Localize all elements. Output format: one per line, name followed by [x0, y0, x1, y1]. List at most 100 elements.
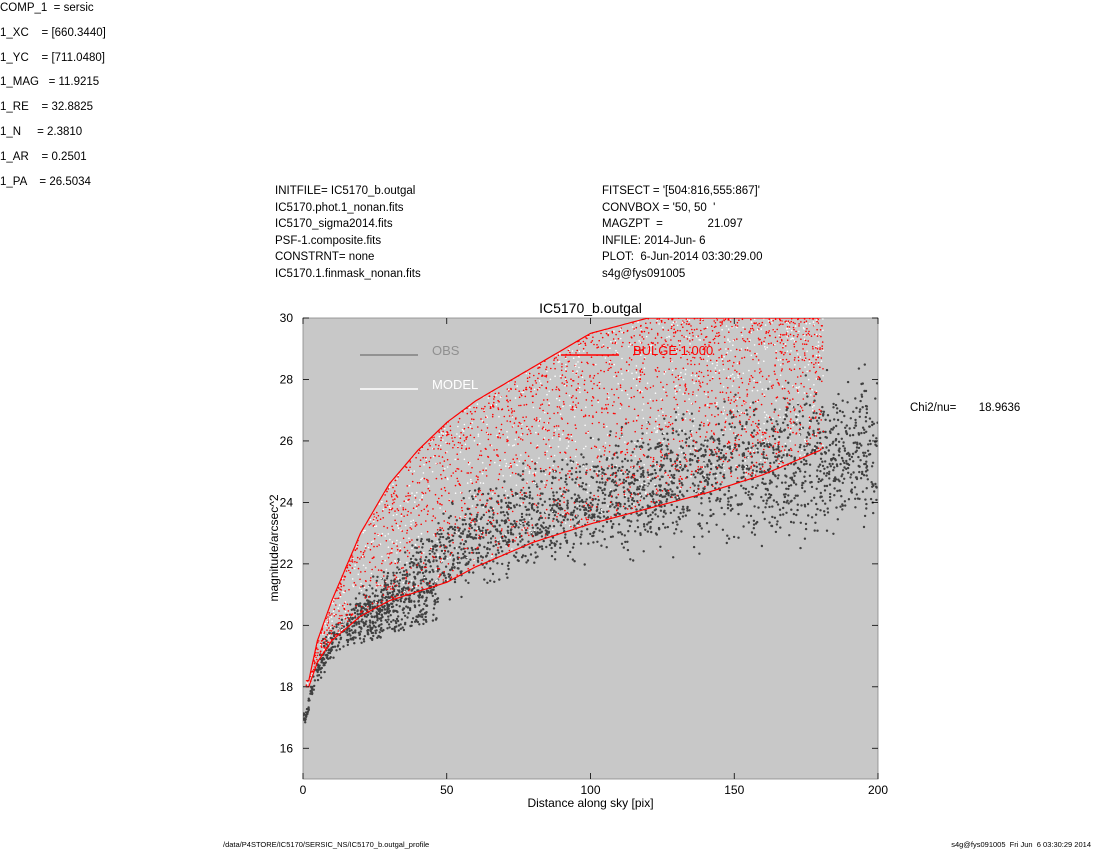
- obs-point: [369, 621, 372, 624]
- obs-point: [459, 542, 462, 545]
- obs-point: [808, 404, 812, 407]
- bulge-point: [535, 447, 538, 449]
- bulge-point: [647, 347, 649, 350]
- bulge-point: [438, 455, 440, 458]
- obs-point: [852, 471, 855, 474]
- obs-point: [853, 486, 857, 489]
- header-left-line-0: INITFILE= IC5170_b.outgal: [275, 185, 416, 197]
- obs-point: [403, 600, 406, 604]
- bulge-point: [620, 404, 623, 406]
- bulge-point: [608, 367, 610, 370]
- obs-point: [384, 595, 388, 599]
- bulge-point: [389, 585, 391, 588]
- bulge-point: [345, 614, 348, 616]
- obs-point: [585, 483, 588, 486]
- obs-point: [859, 399, 862, 403]
- obs-point: [325, 639, 328, 642]
- bulge-point: [333, 615, 336, 617]
- bulge-point: [370, 572, 373, 575]
- obs-point: [854, 497, 857, 500]
- obs-point: [400, 618, 404, 621]
- obs-point: [756, 484, 759, 487]
- bulge-point: [649, 386, 652, 389]
- obs-point: [826, 466, 829, 469]
- bulge-point: [525, 386, 527, 389]
- obs-point: [811, 448, 814, 451]
- bulge-point: [319, 643, 322, 646]
- obs-point: [475, 515, 479, 518]
- obs-point: [503, 519, 506, 523]
- obs-point: [511, 494, 515, 498]
- obs-point: [442, 512, 445, 515]
- obs-point: [542, 526, 545, 530]
- obs-point: [642, 441, 645, 444]
- obs-point: [647, 515, 650, 518]
- bulge-point: [538, 457, 540, 459]
- bulge-point: [617, 504, 619, 507]
- obs-point: [466, 507, 470, 511]
- bulge-point: [816, 378, 819, 380]
- bulge-point: [815, 333, 818, 336]
- bulge-point: [671, 323, 673, 326]
- obs-point: [555, 491, 558, 494]
- bulge-point: [320, 643, 323, 645]
- obs-point: [550, 507, 554, 510]
- obs-point: [444, 555, 447, 558]
- bulge-point: [479, 442, 481, 445]
- obs-point: [757, 506, 760, 509]
- obs-point: [479, 529, 482, 533]
- bulge-point: [638, 458, 641, 460]
- obs-point: [372, 624, 376, 627]
- obs-point: [843, 461, 846, 465]
- obs-point: [727, 497, 730, 500]
- obs-point: [819, 431, 822, 434]
- obs-point: [712, 512, 715, 516]
- bulge-point: [595, 411, 598, 414]
- bulge-point: [671, 325, 673, 328]
- bulge-point: [671, 344, 673, 347]
- obs-point: [603, 487, 606, 491]
- bulge-point: [778, 427, 781, 429]
- bulge-point: [743, 356, 746, 359]
- bulge-point: [624, 453, 627, 456]
- bulge-point: [384, 504, 386, 506]
- bulge-point: [641, 348, 644, 351]
- bulge-point: [427, 448, 429, 451]
- bulge-point: [724, 318, 727, 321]
- obs-point: [447, 527, 450, 531]
- bulge-point: [347, 620, 349, 623]
- obs-point: [836, 418, 840, 422]
- bulge-point: [497, 408, 500, 411]
- bulge-point: [613, 363, 615, 366]
- bulge-point: [698, 377, 700, 380]
- obs-point: [698, 427, 701, 431]
- header-left-line-2: IC5170_sigma2014.fits: [275, 218, 393, 230]
- obs-point: [801, 486, 804, 490]
- obs-point: [366, 625, 369, 628]
- bulge-point: [471, 422, 473, 424]
- bulge-point: [585, 406, 587, 409]
- obs-point: [375, 579, 378, 583]
- bulge-point: [499, 459, 502, 462]
- bulge-point: [650, 341, 653, 344]
- bulge-point: [677, 340, 680, 342]
- bulge-point: [633, 474, 636, 477]
- bulge-point: [764, 461, 766, 464]
- obs-point: [534, 523, 538, 527]
- bulge-point: [606, 393, 609, 395]
- obs-point: [415, 566, 419, 569]
- obs-point: [768, 482, 771, 485]
- obs-point: [708, 500, 711, 503]
- bulge-point: [559, 408, 562, 410]
- bulge-point: [533, 503, 536, 505]
- obs-point: [507, 501, 511, 504]
- obs-point: [541, 503, 544, 507]
- bulge-point: [488, 402, 490, 405]
- bulge-point: [389, 563, 391, 565]
- obs-point: [794, 471, 797, 474]
- bulge-point: [748, 340, 750, 343]
- obs-point: [431, 568, 434, 572]
- obs-point: [615, 451, 618, 454]
- obs-point: [702, 490, 705, 493]
- obs-point: [722, 456, 725, 459]
